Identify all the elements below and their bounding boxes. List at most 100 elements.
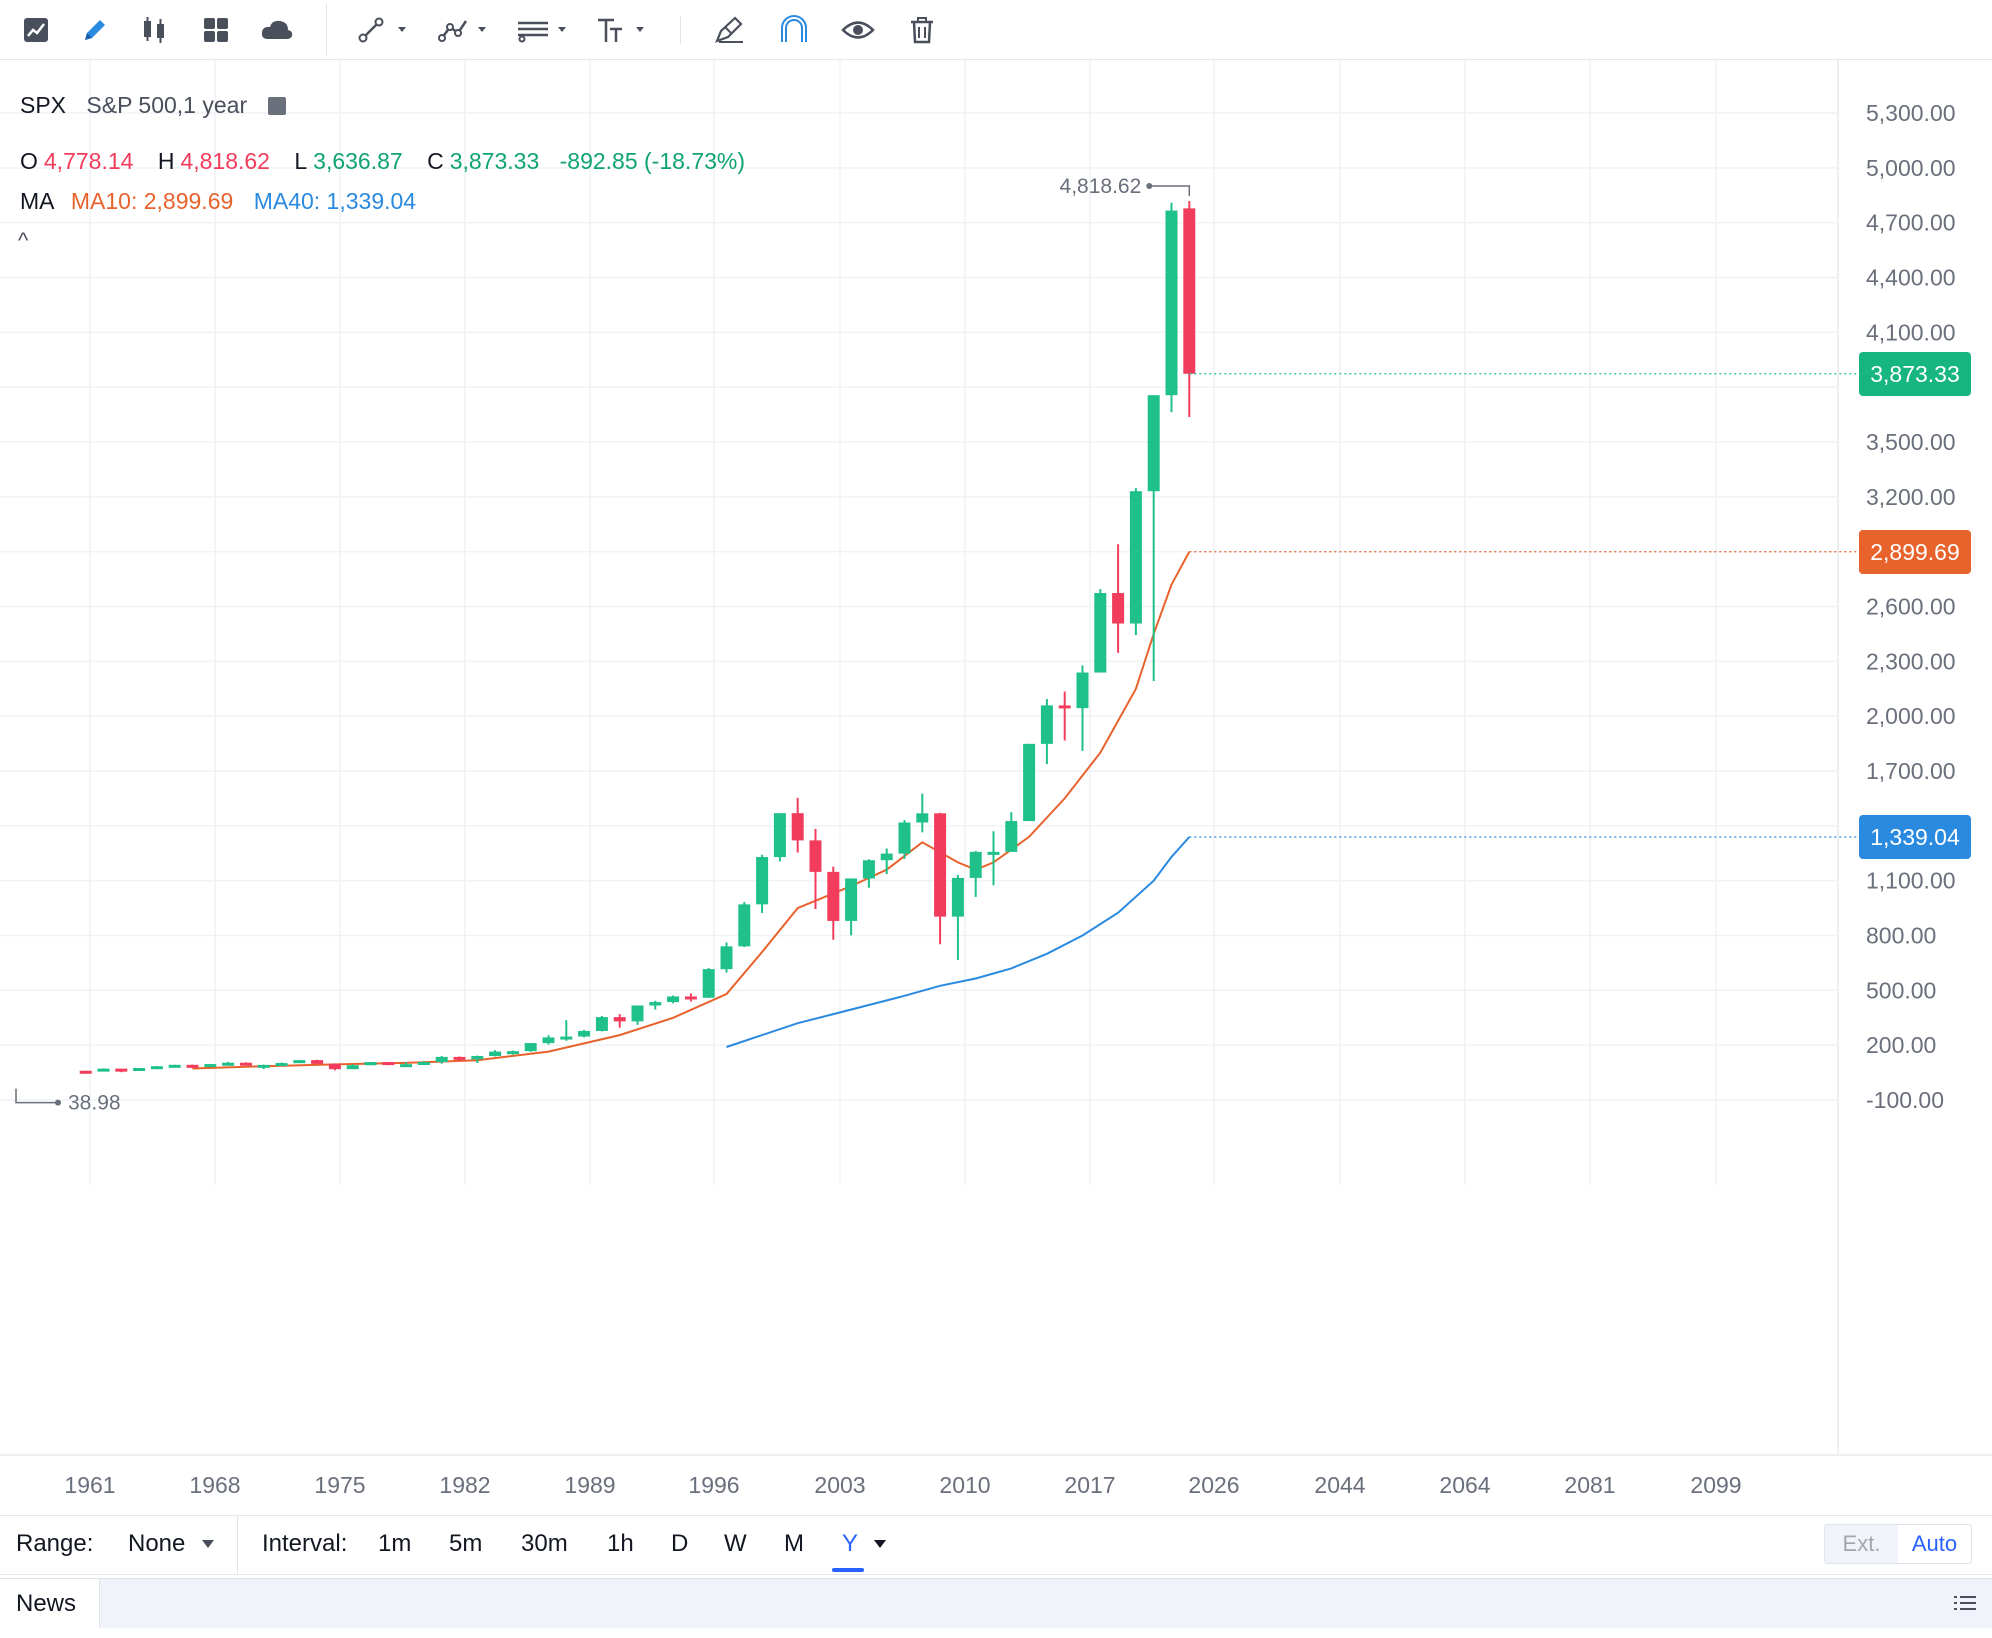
path-icon[interactable] — [434, 11, 494, 49]
candle-body — [578, 1030, 591, 1037]
candle-body — [133, 1068, 146, 1072]
low-marker-label: 38.98 — [68, 1092, 121, 1115]
y-axis-label: 3,500.00 — [1866, 429, 1956, 455]
candles-icon[interactable] — [135, 11, 175, 49]
candle-body — [595, 1017, 608, 1031]
interval-1m[interactable]: 1m — [378, 1530, 412, 1557]
ext-button[interactable]: Ext. — [1825, 1525, 1898, 1563]
candle-body — [684, 996, 697, 1000]
interval-d[interactable]: D — [671, 1530, 689, 1557]
low-value: 3,636.87 — [313, 148, 403, 174]
candle-body — [150, 1066, 163, 1070]
candle — [400, 1062, 413, 1068]
cloud-icon[interactable] — [256, 11, 298, 49]
candle — [578, 1029, 591, 1038]
symbol-legend: SPX S&P 500,1 year — [20, 92, 292, 119]
price-chart[interactable]: 5,300.00 5,000.00 4,700.00 4,400.00 4,100.00… — [0, 60, 1992, 1515]
candle-body — [791, 813, 804, 841]
open-value: 4,778.14 — [43, 148, 134, 174]
active-interval-underline — [832, 1568, 864, 1572]
trash-icon[interactable] — [902, 11, 942, 49]
y-axis-label: 2,600.00 — [1866, 594, 1956, 620]
scale-toggle: Ext. Auto — [1824, 1524, 1972, 1564]
low-marker-line — [15, 1088, 56, 1104]
candle — [524, 1042, 537, 1052]
candle-body — [79, 1070, 92, 1074]
ma-legend[interactable]: MA MA10: 2,899.69 MA40: 1,339.04 — [20, 188, 422, 215]
interval-m[interactable]: M — [784, 1530, 804, 1557]
y-axis-label: 2,000.00 — [1866, 703, 1956, 729]
y-axis-label: 500.00 — [1866, 977, 1936, 1003]
candle-body — [524, 1043, 537, 1052]
candle — [293, 1059, 306, 1064]
candle — [150, 1065, 163, 1070]
x-axis-label: 1982 — [439, 1472, 490, 1498]
candle-body — [204, 1064, 217, 1068]
candle — [1165, 202, 1178, 413]
auto-button[interactable]: Auto — [1911, 1531, 1958, 1556]
symbol-description[interactable]: S&P 500,1 year — [86, 92, 248, 118]
menu-icon[interactable] — [1954, 1593, 1976, 1618]
interval-30m[interactable]: 30m — [521, 1530, 568, 1557]
candle — [595, 1015, 608, 1032]
candle-body — [1147, 395, 1160, 492]
magnet-icon[interactable] — [774, 11, 814, 49]
news-tab[interactable]: News — [0, 1579, 100, 1628]
candle-body — [1129, 491, 1142, 624]
candle — [257, 1064, 270, 1070]
description-icon[interactable] — [267, 97, 286, 115]
brush-icon[interactable] — [710, 11, 750, 49]
candle — [222, 1061, 235, 1066]
chart-type-icon[interactable] — [16, 11, 56, 49]
y-axis-label: 4,700.00 — [1866, 210, 1956, 236]
range-label: Range: — [16, 1530, 94, 1557]
candle — [1147, 395, 1160, 682]
high-marker-label: 4,818.62 — [1060, 175, 1142, 198]
text-icon[interactable] — [592, 11, 652, 49]
candle-body — [560, 1036, 573, 1040]
candle — [79, 1070, 92, 1074]
candle-body — [222, 1062, 235, 1066]
candle — [204, 1063, 217, 1068]
collapse-legend-button[interactable]: ^ — [18, 228, 29, 253]
candle-body — [239, 1062, 252, 1066]
x-axis-label: 2044 — [1314, 1472, 1365, 1498]
candle — [880, 848, 893, 875]
candle — [773, 813, 786, 862]
range-dropdown[interactable]: None — [128, 1530, 215, 1558]
candle — [186, 1064, 199, 1069]
chart-area[interactable]: 5,300.00 5,000.00 4,700.00 4,400.00 4,100.00… — [0, 60, 1992, 1515]
candle-body — [702, 969, 715, 998]
candle-body — [738, 904, 751, 947]
close-label: C — [427, 148, 444, 174]
interval-y[interactable]: Y — [842, 1530, 887, 1558]
candle-body — [168, 1064, 181, 1068]
interval-1h[interactable]: 1h — [607, 1530, 634, 1557]
candle — [239, 1062, 252, 1066]
candle — [542, 1035, 555, 1045]
eye-icon[interactable] — [838, 11, 878, 49]
candle — [987, 831, 1000, 886]
candle — [346, 1064, 359, 1070]
candle-body — [542, 1037, 555, 1044]
trendline-icon[interactable] — [354, 11, 414, 49]
lines-icon[interactable] — [512, 11, 574, 49]
high-marker-line — [1149, 185, 1191, 196]
y-axis-label: 2,300.00 — [1866, 648, 1956, 674]
x-axis-label: 1961 — [64, 1472, 115, 1498]
grid-icon[interactable] — [196, 11, 236, 49]
high-marker-dot — [1146, 182, 1153, 189]
candle-body — [756, 857, 769, 905]
candle-body — [880, 853, 893, 861]
candle-body — [1040, 705, 1053, 744]
interval-w[interactable]: W — [724, 1530, 747, 1557]
ma40-badge: 1,339.04 — [1859, 814, 1971, 859]
candle — [382, 1062, 395, 1066]
candle — [168, 1064, 181, 1068]
symbol-label[interactable]: SPX — [20, 92, 67, 118]
candle-body — [382, 1062, 395, 1066]
candle-body — [845, 878, 858, 921]
pencil-icon[interactable] — [75, 11, 115, 49]
interval-5m[interactable]: 5m — [449, 1530, 483, 1557]
candle — [898, 820, 911, 859]
